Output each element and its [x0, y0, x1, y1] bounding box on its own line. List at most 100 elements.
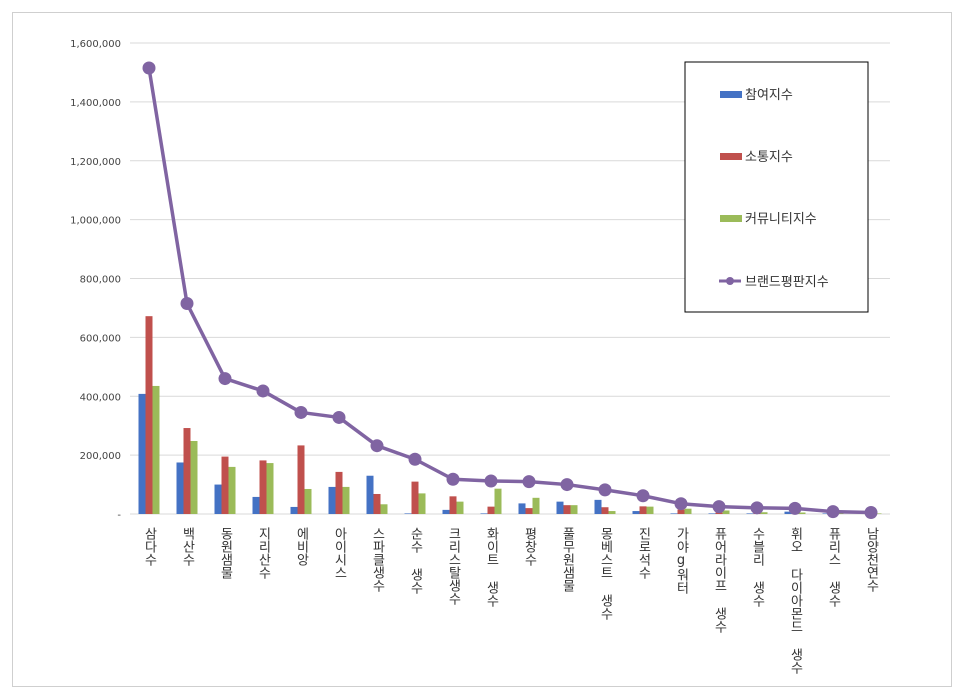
bar-커뮤니티지수: [190, 440, 198, 514]
bar-소통지수: [183, 428, 191, 514]
y-tick-label: -: [117, 510, 121, 521]
y-tick-label: 1,200,000: [70, 157, 121, 168]
bar-소통지수: [449, 496, 457, 514]
bar-소통지수: [715, 512, 723, 514]
x-tick-label: 퓨어라이프 생수: [712, 527, 727, 633]
x-tick-label: 크리스탈생수: [446, 527, 461, 605]
bar-커뮤니티지수: [494, 488, 502, 514]
y-tick-label: 600,000: [80, 333, 121, 344]
x-tick-label: 진로석수: [636, 527, 651, 579]
point-브랜드평판지수: [788, 501, 802, 515]
bar-참여지수: [404, 513, 412, 514]
legend-label: 참여지수: [745, 88, 793, 103]
bar-소통지수: [373, 493, 381, 514]
bar-소통지수: [677, 509, 685, 514]
x-tick-label: 수블리 생수: [750, 527, 765, 607]
bar-참여지수: [822, 513, 830, 514]
point-브랜드평판지수: [408, 452, 422, 466]
legend-label: 커뮤니티지수: [745, 212, 817, 227]
bar-커뮤니티지수: [760, 512, 768, 514]
bar-커뮤니티지수: [532, 497, 540, 514]
x-tick-label: 화이트 생수: [484, 527, 499, 607]
x-tick-label: 풀무원샘물: [560, 527, 575, 592]
bar-커뮤니티지수: [266, 463, 274, 514]
bar-커뮤니티지수: [684, 508, 692, 514]
y-tick-label: 400,000: [80, 392, 121, 403]
bar-참여지수: [252, 496, 260, 514]
bar-커뮤니티지수: [228, 466, 236, 514]
bar-소통지수: [297, 445, 305, 514]
y-tick-label: 800,000: [80, 275, 121, 286]
x-tick-label: 가야g워터: [674, 527, 689, 594]
bar-소통지수: [335, 471, 343, 514]
bar-참여지수: [784, 511, 792, 514]
point-브랜드평판지수: [712, 500, 726, 514]
bar-참여지수: [138, 393, 146, 514]
x-tick-label: 퓨리스 생수: [826, 527, 841, 607]
point-브랜드평판지수: [218, 372, 232, 386]
bar-참여지수: [442, 509, 450, 514]
bar-커뮤니티지수: [874, 513, 882, 514]
bar-커뮤니티지수: [456, 501, 464, 514]
bar-커뮤니티지수: [342, 486, 350, 514]
bar-커뮤니티지수: [304, 488, 312, 514]
legend-label: 소통지수: [745, 150, 793, 165]
x-tick-label: 평창수: [522, 527, 537, 566]
bar-소통지수: [259, 460, 267, 514]
point-브랜드평판지수: [598, 483, 612, 497]
y-tick-label: 1,600,000: [70, 39, 121, 50]
point-브랜드평판지수: [294, 405, 308, 419]
legend-box: [684, 61, 869, 313]
bar-참여지수: [176, 462, 184, 514]
point-브랜드평판지수: [180, 297, 194, 311]
point-브랜드평판지수: [332, 410, 346, 424]
x-tick-label: 스파클생수: [370, 527, 385, 592]
bar-참여지수: [632, 511, 640, 514]
bar-참여지수: [708, 513, 716, 514]
x-tick-label: 백산수: [180, 527, 195, 566]
bar-참여지수: [480, 513, 488, 514]
y-tick-label: 1,000,000: [70, 216, 121, 227]
bar-참여지수: [518, 503, 526, 514]
x-tick-label: 에비앙: [294, 527, 309, 566]
y-tick-label: 200,000: [80, 451, 121, 462]
bar-참여지수: [670, 513, 678, 514]
bar-소통지수: [601, 507, 609, 514]
x-tick-label: 몽베스트 생수: [598, 527, 613, 620]
point-브랜드평판지수: [484, 474, 498, 488]
point-브랜드평판지수: [750, 501, 764, 515]
bar-커뮤니티지수: [152, 385, 160, 514]
bar-참여지수: [366, 475, 374, 514]
bar-참여지수: [214, 484, 222, 514]
bar-소통지수: [411, 481, 419, 514]
bar-커뮤니티지수: [570, 505, 578, 514]
point-브랜드평판지수: [446, 472, 460, 486]
legend-marker: [726, 277, 734, 285]
legend-swatch: [720, 215, 742, 222]
x-tick-label: 남양천연수: [864, 527, 879, 592]
bar-소통지수: [563, 505, 571, 514]
bar-커뮤니티지수: [646, 506, 654, 514]
legend-swatch: [720, 91, 742, 98]
point-브랜드평판지수: [636, 489, 650, 503]
x-tick-label: 순수 생수: [408, 527, 423, 594]
y-tick-label: 1,400,000: [70, 98, 121, 109]
bar-커뮤니티지수: [608, 511, 616, 514]
bar-참여지수: [290, 506, 298, 514]
point-브랜드평판지수: [864, 506, 878, 520]
point-브랜드평판지수: [826, 505, 840, 519]
bar-커뮤니티지수: [798, 512, 806, 514]
x-tick-label: 지리산수: [256, 527, 271, 579]
bar-소통지수: [221, 456, 229, 514]
bar-커뮤니티지수: [722, 510, 730, 514]
x-tick-label: 아이시스: [332, 527, 347, 579]
x-tick-label: 동원샘물: [218, 527, 233, 579]
bar-소통지수: [487, 506, 495, 514]
point-브랜드평판지수: [142, 61, 156, 75]
bar-커뮤니티지수: [418, 493, 426, 514]
point-브랜드평판지수: [370, 439, 384, 453]
bar-소통지수: [145, 316, 153, 514]
x-tick-label: 휘오 다이아몬드 생수: [788, 527, 803, 674]
bar-참여지수: [328, 486, 336, 514]
